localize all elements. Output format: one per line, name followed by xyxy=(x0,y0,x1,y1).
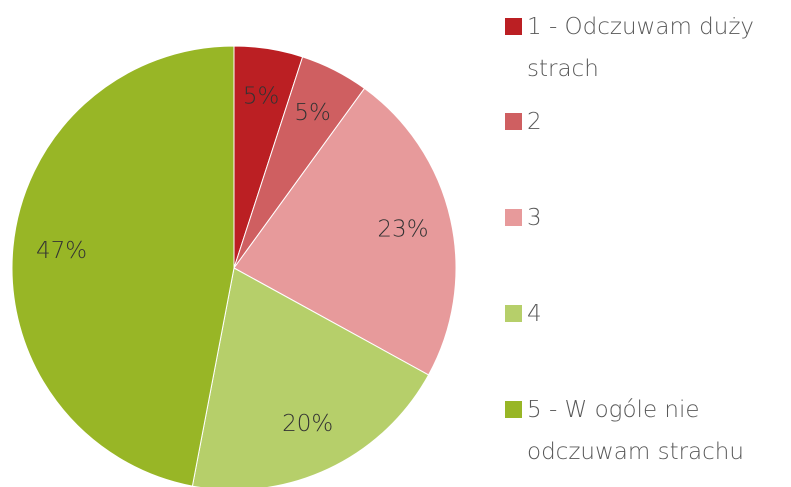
legend-entry: 1 - Odczuwam duży strach xyxy=(505,6,791,90)
legend-entry: 5 - W ogóle nie odczuwam strachu xyxy=(505,389,791,473)
legend-entry: 4 xyxy=(505,293,791,335)
legend-swatch xyxy=(505,113,522,130)
legend-label: 2 xyxy=(527,109,542,135)
pie-slice xyxy=(233,87,457,376)
legend-entry: 3 xyxy=(505,197,791,239)
legend-swatch xyxy=(505,401,522,418)
legend-label: 5 - W ogóle nie odczuwam strachu xyxy=(527,397,744,465)
data-label: 20% xyxy=(282,411,333,437)
data-label: 5% xyxy=(294,100,331,126)
legend-label: 4 xyxy=(527,301,542,327)
data-label: 47% xyxy=(36,238,87,264)
data-label: 23% xyxy=(377,217,428,243)
legend-swatch xyxy=(505,18,522,35)
data-label: 5% xyxy=(243,83,280,109)
legend-swatch xyxy=(505,209,522,226)
legend-swatch xyxy=(505,305,522,322)
legend-label: 3 xyxy=(527,205,542,231)
pie-slice xyxy=(11,45,235,487)
pie-slice xyxy=(191,267,430,487)
legend-label: 1 - Odczuwam duży strach xyxy=(527,14,755,82)
legend-entry: 2 xyxy=(505,101,791,143)
